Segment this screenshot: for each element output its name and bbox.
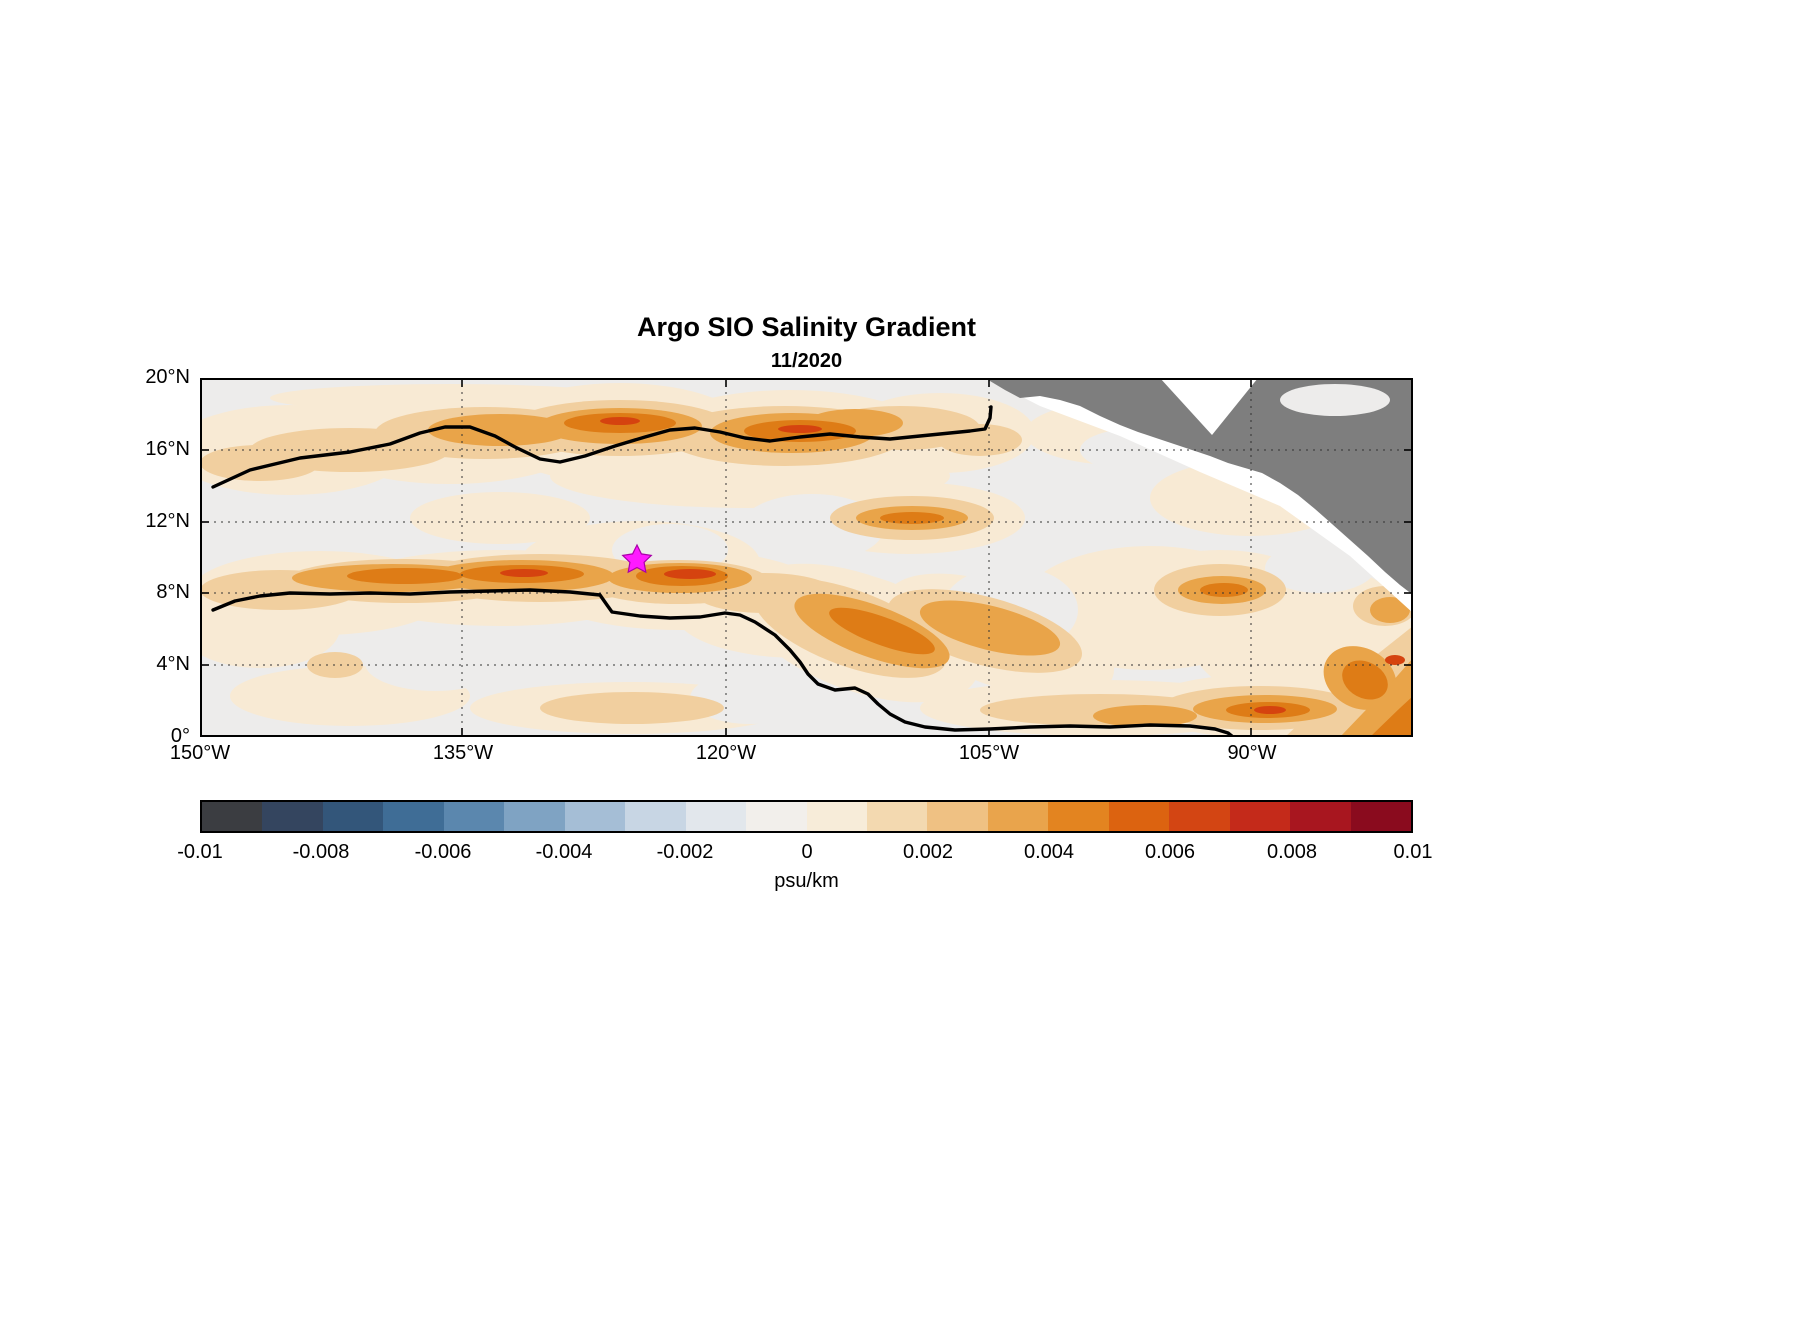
x-tick-label: 135°W	[432, 742, 494, 764]
colorbar-segment	[1108, 802, 1170, 831]
colorbar-segment	[504, 802, 565, 831]
colorbar-tick-label: -0.002	[656, 841, 714, 863]
colorbar-segment	[866, 802, 928, 831]
colorbar-segment	[927, 802, 988, 831]
x-tick-label: 90°W	[1227, 742, 1277, 764]
colorbar-segment	[262, 802, 323, 831]
figure-subtitle: 11/2020	[770, 350, 843, 372]
colorbar-segment	[987, 802, 1049, 831]
y-tick-label: 0°	[170, 725, 190, 747]
colorbar-segment	[806, 802, 867, 831]
colorbar-segment	[746, 802, 807, 831]
colorbar-tick-label: 0.006	[1144, 841, 1196, 863]
colorbar-units-label: psu/km	[774, 870, 839, 892]
x-tick-label: 120°W	[695, 742, 757, 764]
colorbar-tick-label: 0.008	[1266, 841, 1318, 863]
y-tick-label: 20°N	[145, 366, 190, 388]
plot-frame	[200, 378, 1413, 737]
colorbar-segment	[202, 802, 263, 831]
front-contour-south	[211, 588, 1235, 737]
campeche-bay-gap	[1160, 378, 1258, 435]
colorbar-segment	[322, 802, 384, 831]
y-tick-label: 16°N	[145, 438, 190, 460]
colorbar-segment	[685, 802, 747, 831]
colorbar-tick-label: 0.002	[902, 841, 954, 863]
y-tick-label: 12°N	[145, 510, 190, 532]
colorbar-segment	[564, 802, 626, 831]
map-plot-area	[200, 378, 1413, 737]
colorbar-segment	[443, 802, 505, 831]
colorbar-tick-label: -0.004	[535, 841, 593, 863]
field-level-red-core	[500, 417, 1405, 714]
land-mass	[985, 378, 1413, 595]
x-tick-label: 150°W	[169, 742, 231, 764]
colorbar-segment	[1048, 802, 1109, 831]
colorbar-segment	[1290, 802, 1351, 831]
colorbar-segment	[1169, 802, 1230, 831]
colorbar-tick-label: 0.01	[1393, 841, 1433, 863]
salinity-gradient-map	[200, 378, 1413, 737]
colorbar-tick-label: -0.01	[177, 841, 223, 863]
colorbar	[200, 800, 1413, 833]
colorbar-tick-label: 0	[801, 841, 813, 863]
y-tick-label: 4°N	[156, 653, 190, 675]
figure-title: Argo SIO Salinity Gradient	[636, 312, 977, 342]
y-tick-label: 8°N	[156, 581, 190, 603]
colorbar-tick-label: -0.006	[414, 841, 472, 863]
colorbar-tick-label: -0.008	[292, 841, 350, 863]
colorbar-segment	[1229, 802, 1291, 831]
front-contour-north	[211, 405, 993, 489]
gulf-no-data-patch	[1280, 384, 1390, 416]
colorbar-segment	[625, 802, 686, 831]
colorbar-tick-label: 0.004	[1023, 841, 1075, 863]
x-tick-label: 105°W	[958, 742, 1020, 764]
star-marker	[621, 543, 653, 574]
colorbar-segment	[383, 802, 444, 831]
colorbar-segment	[1350, 802, 1412, 831]
